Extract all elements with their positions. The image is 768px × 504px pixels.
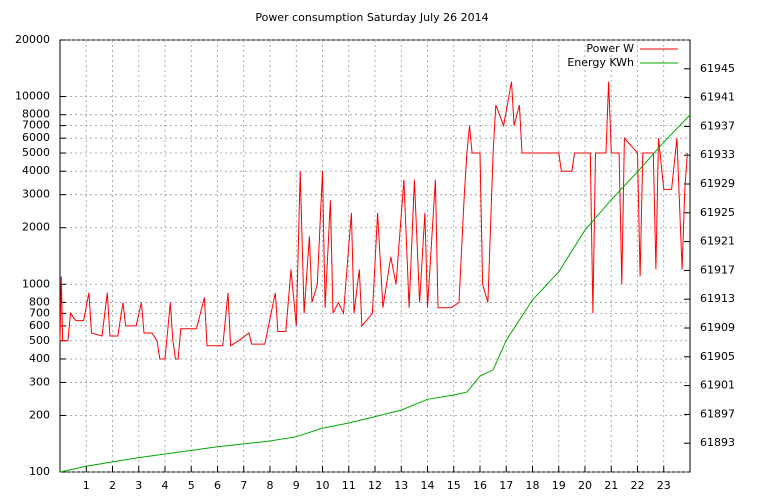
y2-tick-label: 61925 <box>700 206 735 219</box>
y-tick-label: 5000 <box>22 146 50 159</box>
y2-tick-label: 61905 <box>700 350 735 363</box>
y2-tick-label: 61909 <box>700 321 735 334</box>
x-tick-label: 3 <box>135 479 142 492</box>
x-tick-label: 9 <box>293 479 300 492</box>
y2-tick-label: 61933 <box>700 148 735 161</box>
y-tick-label: 300 <box>29 375 50 388</box>
x-tick-label: 11 <box>342 479 356 492</box>
y2-tick-label: 61913 <box>700 292 735 305</box>
y-tick-label: 400 <box>29 352 50 365</box>
x-tick-label: 10 <box>316 479 330 492</box>
y2-tick-label: 61921 <box>700 235 735 248</box>
x-tick-label: 14 <box>421 479 435 492</box>
x-tick-label: 12 <box>368 479 382 492</box>
x-tick-label: 23 <box>657 479 671 492</box>
y-tick-label: 2000 <box>22 221 50 234</box>
x-tick-label: 7 <box>240 479 247 492</box>
x-tick-label: 2 <box>109 479 116 492</box>
x-tick-label: 1 <box>83 479 90 492</box>
y-tick-label: 800 <box>29 295 50 308</box>
x-tick-label: 17 <box>499 479 513 492</box>
y2-tick-label: 61929 <box>700 177 735 190</box>
y-tick-label: 200 <box>29 408 50 421</box>
y2-tick-label: 61945 <box>700 62 735 75</box>
chart-title: Power consumption Saturday July 26 2014 <box>255 11 488 24</box>
y2-tick-label: 61901 <box>700 379 735 392</box>
series-line <box>59 114 691 473</box>
y-tick-label: 20000 <box>15 33 50 46</box>
y-tick-label: 6000 <box>22 131 50 144</box>
y-tick-label: 10000 <box>15 90 50 103</box>
x-tick-label: 13 <box>394 479 408 492</box>
x-tick-label: 4 <box>162 479 169 492</box>
y-tick-label: 8000 <box>22 108 50 121</box>
y2-tick-label: 61917 <box>700 263 735 276</box>
y2-tick-label: 61941 <box>700 91 735 104</box>
legend-label: Energy KWh <box>567 56 634 69</box>
x-tick-label: 18 <box>526 479 540 492</box>
y-tick-label: 4000 <box>22 164 50 177</box>
y-tick-label: 7000 <box>22 119 50 132</box>
x-tick-label: 8 <box>267 479 274 492</box>
series-line <box>59 81 688 360</box>
y-tick-label: 1000 <box>22 277 50 290</box>
y-tick-label: 600 <box>29 319 50 332</box>
y2-tick-label: 61937 <box>700 119 735 132</box>
y-tick-label: 700 <box>29 306 50 319</box>
x-tick-label: 15 <box>447 479 461 492</box>
x-tick-label: 22 <box>631 479 645 492</box>
x-tick-label: 21 <box>604 479 618 492</box>
x-tick-label: 6 <box>214 479 221 492</box>
y2-tick-label: 61893 <box>700 436 735 449</box>
x-tick-label: 16 <box>473 479 487 492</box>
y-tick-label: 500 <box>29 334 50 347</box>
legend-label: Power W <box>586 42 634 55</box>
y-tick-label: 3000 <box>22 188 50 201</box>
x-tick-label: 5 <box>188 479 195 492</box>
y-tick-label: 100 <box>29 465 50 478</box>
x-tick-label: 20 <box>578 479 592 492</box>
y2-tick-label: 61897 <box>700 407 735 420</box>
x-tick-label: 19 <box>552 479 566 492</box>
